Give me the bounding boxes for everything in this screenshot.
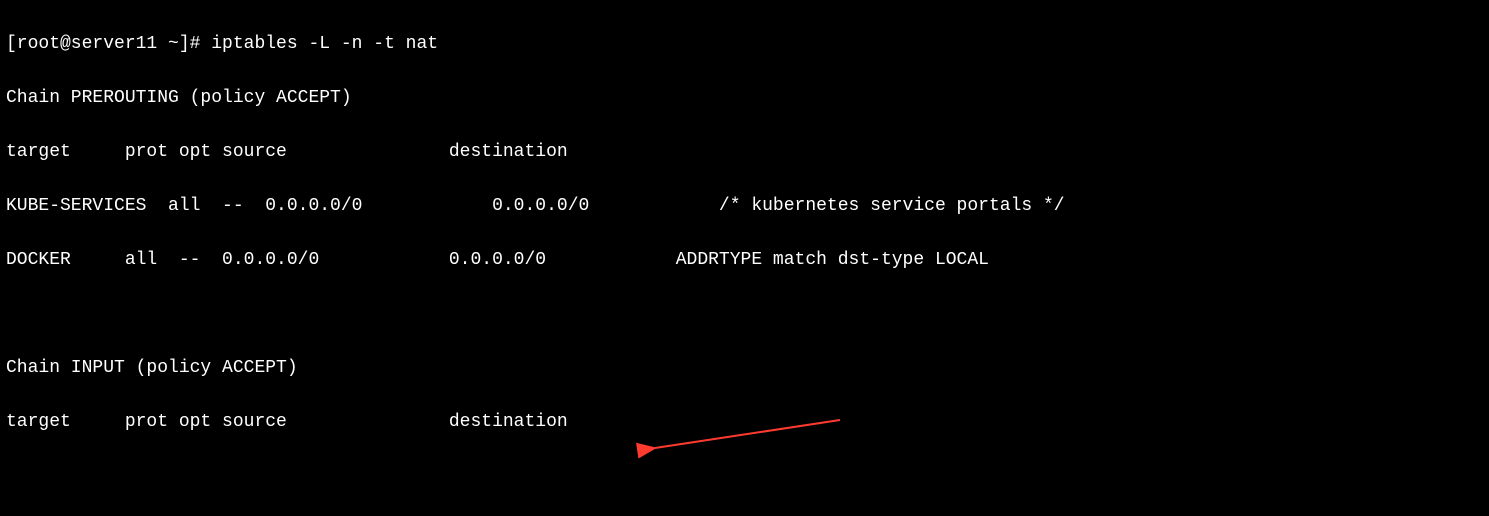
- shell-command: iptables -L -n -t nat: [211, 34, 438, 54]
- rule-line: KUBE-SERVICES all -- 0.0.0.0/0 0.0.0.0/0…: [6, 193, 1483, 220]
- columns-header: target prot opt source destination: [6, 139, 1483, 166]
- rule-line: DOCKER all -- 0.0.0.0/0 0.0.0.0/0 ADDRTY…: [6, 247, 1483, 274]
- blank-line: [6, 463, 1483, 490]
- command-line: [root@server11 ~]# iptables -L -n -t nat: [6, 31, 1483, 58]
- chain-prerouting-header: Chain PREROUTING (policy ACCEPT): [6, 85, 1483, 112]
- shell-prompt: [root@server11 ~]#: [6, 34, 211, 54]
- columns-header: target prot opt source destination: [6, 409, 1483, 436]
- blank-line: [6, 301, 1483, 328]
- chain-input-header: Chain INPUT (policy ACCEPT): [6, 355, 1483, 382]
- terminal-window: [root@server11 ~]# iptables -L -n -t nat…: [0, 0, 1489, 516]
